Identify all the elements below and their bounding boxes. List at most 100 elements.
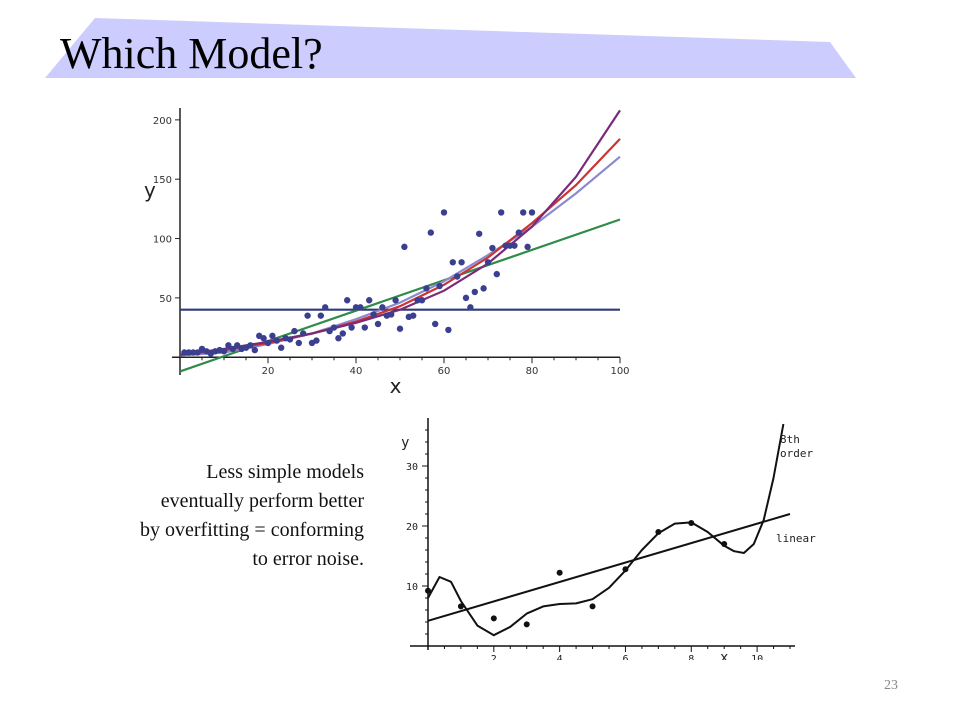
data-point [458,259,465,266]
series-line-cubic [179,138,621,356]
data-point [339,330,346,337]
y-tick-label: 100 [153,235,172,246]
data-point [423,285,430,292]
x-axis-label: x [720,650,728,660]
data-point [523,621,530,628]
y-tick-label: 200 [153,116,172,127]
data-point [410,312,417,319]
data-point [225,342,232,349]
data-point [511,242,518,249]
data-point [515,229,522,236]
data-point [190,349,197,356]
data-point [295,339,302,347]
data-point [655,529,662,535]
data-point [269,332,276,340]
model-fit-chart: 50 100 150 200 20 40 60 80 100 x y [144,108,630,398]
data-point [181,349,188,356]
data-point [440,209,448,216]
y-tick-label: 150 [153,175,172,186]
data-point [291,327,298,335]
data-point [493,270,500,278]
data-point [194,349,201,356]
data-point [273,337,280,344]
data-point [489,244,496,252]
data-point [374,320,382,328]
data-point [520,209,527,216]
data-point [313,337,320,344]
data-point [425,587,431,594]
data-point [454,273,461,280]
annotation-8th-order-line: order [780,447,813,460]
x-tick-label: 2 [491,654,497,660]
data-point [490,615,497,622]
x-tick-label: 80 [526,366,539,377]
x-tick-label: 4 [557,654,563,660]
x-tick-label: 40 [350,366,363,377]
data-point [247,342,254,349]
data-point [524,243,531,251]
y-tick-label: 50 [159,294,172,305]
x-tick-label: 10 [751,654,763,660]
annotation-8th-order-line: 8th [780,433,800,446]
data-point [229,345,236,353]
data-point [335,335,342,342]
data-point [379,304,386,311]
data-point [344,297,351,304]
x-tick-label: 8 [688,654,694,660]
data-point [498,209,505,216]
data-point [449,259,456,266]
data-point [457,603,464,610]
data-point [432,320,439,328]
data-point [330,324,338,331]
data-point [528,209,536,216]
data-point [427,229,434,236]
data-point [260,335,267,342]
caption-text: Less simple models eventually perform be… [140,461,365,570]
data-point [366,297,373,304]
overfit-chart: 10 20 30 2 4 6 8 10 x y 8th order linear [401,418,816,660]
title-band-shape [45,18,856,78]
data-point [370,311,377,318]
data-point [502,242,509,249]
data-point [471,288,478,296]
series-line-quadratic [179,155,621,357]
data-point [476,230,483,237]
data-point [388,311,395,318]
data-point [361,324,368,331]
data-point [688,520,695,526]
data-point [418,297,426,304]
y-axis-label: y [401,435,409,451]
data-point [286,336,294,343]
data-point [445,326,452,334]
data-point [589,603,596,610]
title-banner [45,18,856,78]
data-point [278,344,285,351]
annotation-linear: linear [776,532,816,545]
data-point [352,304,360,311]
y-axis-label: y [144,178,156,202]
data-point [326,327,333,335]
data-point [357,304,364,311]
data-point [556,569,563,576]
data-point [234,342,241,349]
annotation-8th-order: 8th order [780,433,813,460]
x-tick-label: 60 [438,366,451,377]
x-axis-label: x [390,374,402,398]
data-point [392,297,399,304]
data-point [304,312,311,319]
y-tick-label: 30 [406,462,418,473]
y-tick-label: 20 [406,522,418,533]
data-point [622,566,629,573]
series-line-linear [427,513,791,622]
data-point [436,282,443,290]
page-number: 23 [884,678,898,693]
data-point [185,349,192,356]
data-point [414,297,421,304]
data-point [300,330,307,337]
data-point [251,346,258,354]
data-point [462,294,470,302]
data-point [401,243,408,251]
x-tick-label: 6 [622,654,628,660]
series-line-unnamed [179,109,621,356]
data-point [264,339,272,347]
